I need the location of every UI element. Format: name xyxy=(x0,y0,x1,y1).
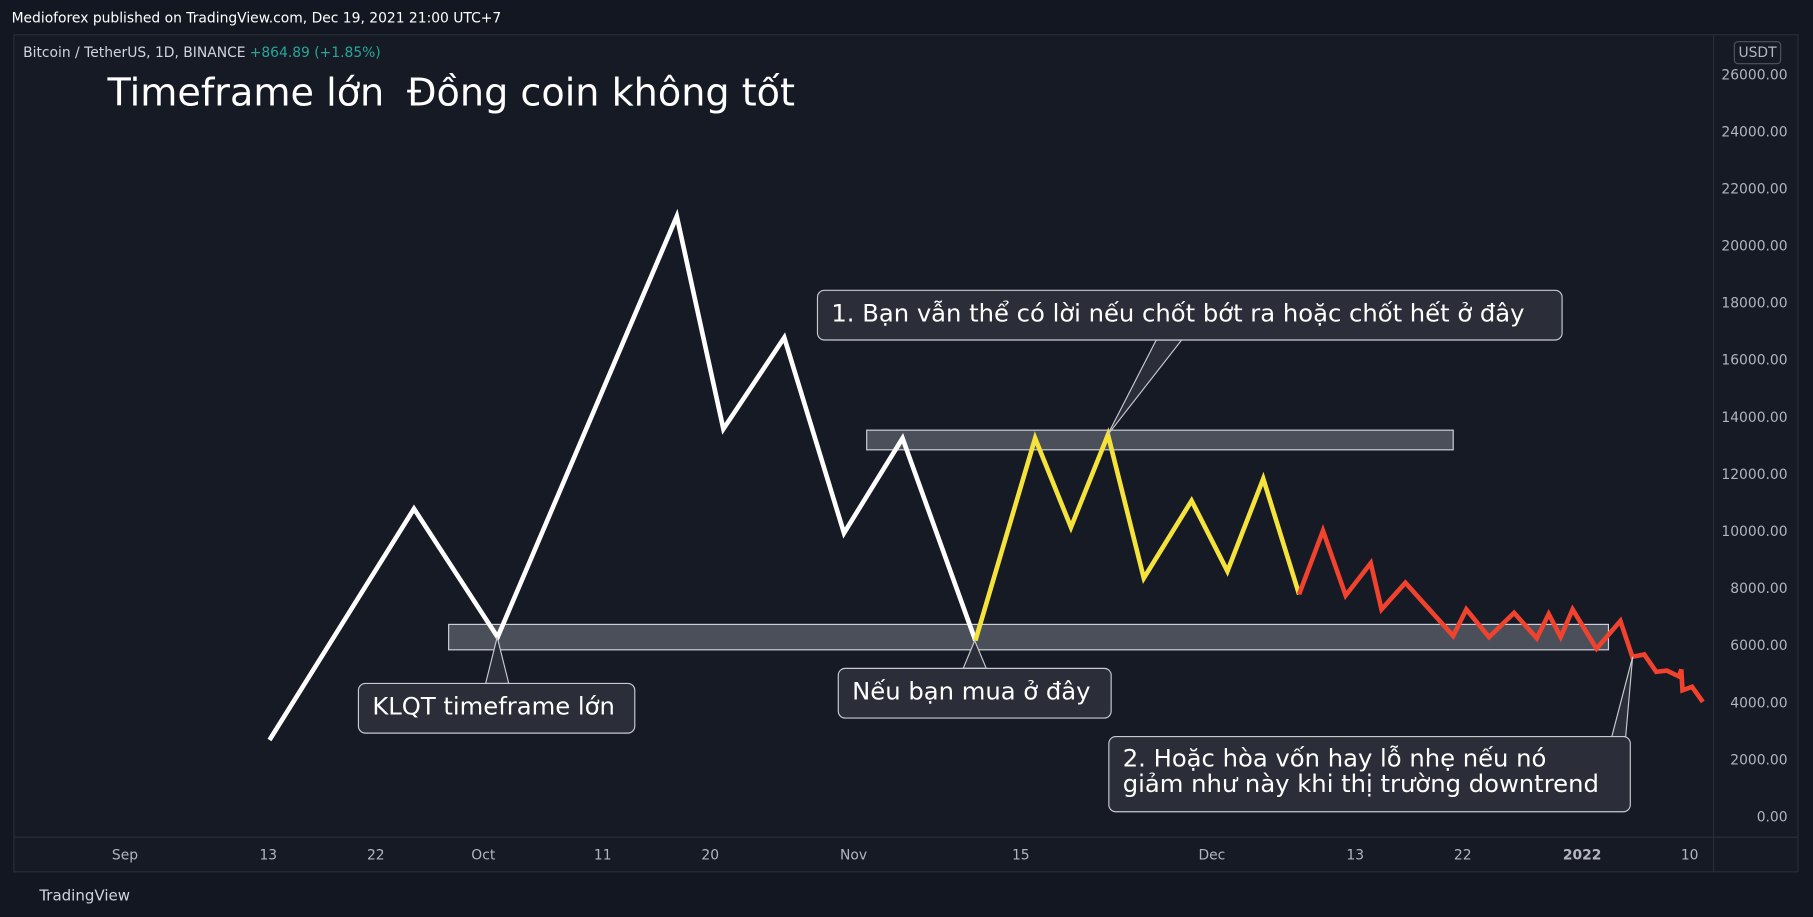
callout-text: giảm như này khi thị trường downtrend xyxy=(1123,769,1599,798)
y-tick-label: 8000.00 xyxy=(1730,581,1787,597)
y-tick-label: 16000.00 xyxy=(1721,353,1787,369)
price-line xyxy=(267,208,978,742)
y-tick-label: 4000.00 xyxy=(1730,695,1787,711)
published-line: Medioforex published on TradingView.com,… xyxy=(12,11,502,27)
plot: 0.00 2000.00 4000.00 6000.00 8000.00 10000.00… xyxy=(112,67,1788,863)
callout-text: Nếu bạn mua ở đây xyxy=(852,677,1090,706)
y-tick-label: 0.00 xyxy=(1757,809,1788,825)
chart-subtitle: Đồng coin không tốt xyxy=(407,70,795,114)
x-tick-label: 22 xyxy=(1454,848,1472,864)
currency: USDT xyxy=(1738,45,1777,61)
x-tick-label: Dec xyxy=(1198,848,1225,864)
x-tick-label: Nov xyxy=(840,848,867,864)
callout-box xyxy=(816,289,1563,341)
x-tick-label: 15 xyxy=(1012,848,1030,864)
price-change: +864.89 (+1.85%) xyxy=(250,45,381,61)
price-zone xyxy=(866,429,1454,451)
y-tick-label: 20000.00 xyxy=(1721,239,1787,255)
x-tick-label: Sep xyxy=(112,848,138,864)
callout-box xyxy=(837,667,1112,719)
x-tick-label: 11 xyxy=(594,848,612,864)
price-zone xyxy=(448,623,1610,651)
y-tick-label: 12000.00 xyxy=(1721,467,1787,483)
brand[interactable]: TradingView xyxy=(38,887,130,905)
callout-box xyxy=(357,682,636,734)
y-tick-label: 26000.00 xyxy=(1721,67,1787,83)
y-tick-label: 22000.00 xyxy=(1721,181,1787,197)
price-line xyxy=(973,427,1302,642)
x-tick-label: 13 xyxy=(259,848,277,864)
y-tick-label: 24000.00 xyxy=(1721,124,1787,140)
chart-title: Timeframe lớn xyxy=(107,70,385,114)
y-tick-label: 6000.00 xyxy=(1730,638,1787,654)
x-tick-label: 22 xyxy=(367,848,385,864)
callout-text: 2. Hoặc hòa vốn hay lỗ nhẹ nếu nó xyxy=(1123,744,1547,773)
x-tick-label: Oct xyxy=(471,848,496,864)
callout-text: 1. Bạn vẫn thể có lời nếu chốt bớt ra ho… xyxy=(831,299,1524,328)
callout-text: KLQT timeframe lớn xyxy=(372,692,615,721)
callout-box xyxy=(1108,736,1631,813)
x-tick-label: 13 xyxy=(1346,848,1364,864)
y-tick-label: 2000.00 xyxy=(1730,752,1787,768)
price-line xyxy=(1296,523,1705,704)
x-tick-label: 10 xyxy=(1681,848,1699,864)
x-tick-label: 2022 xyxy=(1563,848,1602,864)
y-tick-label: 10000.00 xyxy=(1721,524,1787,540)
y-tick-label: 14000.00 xyxy=(1721,410,1787,426)
symbol: Bitcoin / TetherUS, 1D, BINANCE xyxy=(23,45,245,61)
y-tick-label: 18000.00 xyxy=(1721,296,1787,312)
currency-box xyxy=(1733,41,1782,65)
x-tick-label: 20 xyxy=(701,848,719,864)
